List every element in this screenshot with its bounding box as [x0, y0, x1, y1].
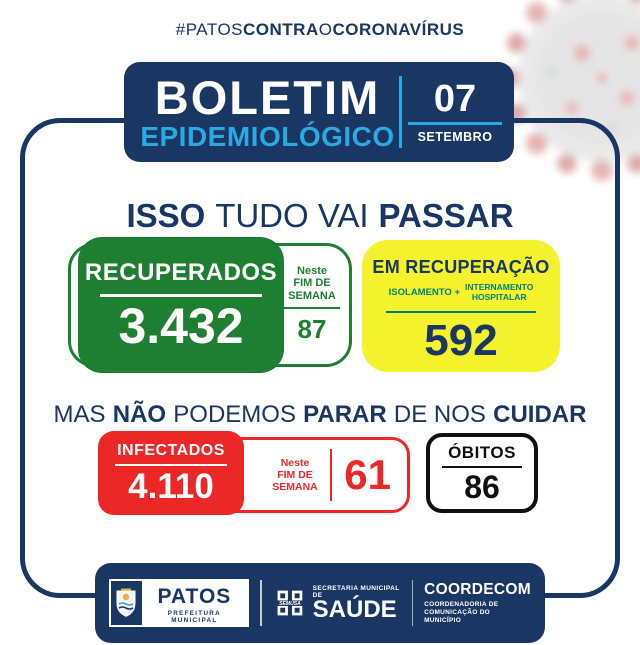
- deaths-total: 86: [464, 469, 500, 506]
- headline-word: MAS: [53, 401, 106, 428]
- weekend-label-line: Neste: [297, 264, 327, 277]
- patos-wordmark: PATOS PREFEITURA MUNICIPAL: [141, 581, 248, 625]
- weekend-label-line: Neste: [280, 456, 310, 469]
- coordecom-name: COORDECOM: [424, 580, 531, 598]
- recovered-weekend-value: 87: [297, 314, 327, 345]
- weekend-label-line: SEMANA: [272, 481, 318, 494]
- weekend-label-line: FIM DE: [277, 468, 313, 481]
- patos-crest-icon: [111, 581, 142, 625]
- coordecom-subtitle: COORDENADORIA DE COMUNICAÇÃO DO MUNICÍPI…: [424, 601, 531, 625]
- recovered-total: 3.432: [118, 297, 244, 354]
- footer-divider: [260, 580, 262, 626]
- hashtag-part: O: [318, 20, 333, 39]
- hashtag-part: #PATOS: [175, 20, 244, 39]
- hashtag-title: #PATOS CONTRA O CORONAVÍRUS: [0, 20, 640, 40]
- bulletin-title: BOLETIM EPIDEMIOLÓGICO: [138, 74, 397, 151]
- recovered-divider: [100, 294, 262, 297]
- infected-weekend-value: 61: [344, 451, 391, 498]
- weekend-divider: [329, 449, 333, 501]
- headline-middle: MAS NÃO PODEMOS PARAR DE NOS CUIDAR: [0, 401, 640, 429]
- recovered-label: RECUPERADOS: [84, 259, 278, 287]
- deaths-box: ÓBITOS 86: [426, 433, 538, 513]
- deaths-divider: [442, 465, 522, 469]
- headline-word: CUIDAR: [493, 401, 587, 428]
- infected-weekend: Neste FIM DE SEMANA: [272, 457, 318, 493]
- patos-subtitle: PREFEITURA MUNICIPAL: [167, 610, 221, 624]
- recovered-weekend: Neste FIM DE SEMANA 87: [277, 265, 347, 346]
- infected-total: 4.110: [128, 467, 214, 507]
- in-recovery-box: EM RECUPERAÇÃO ISOLAMENTO + INTERNAMENTO…: [362, 240, 560, 372]
- hashtag-part: CORONAVÍRUS: [332, 20, 465, 39]
- patos-name: PATOS: [157, 585, 232, 608]
- bulletin-title-line1: BOLETIM: [154, 70, 381, 124]
- saude-name: SAÚDE: [312, 595, 397, 623]
- weekend-divider: [284, 307, 340, 310]
- header-divider: [399, 76, 402, 148]
- hospital-label-line: INTERNAMENTO: [465, 282, 534, 292]
- hospital-label: INTERNAMENTO HOSPITALAR: [465, 282, 534, 303]
- bulletin-title-line2: EPIDEMIOLÓGICO: [140, 120, 395, 152]
- footer-divider: [411, 580, 414, 626]
- headline-word: DE NOS: [393, 401, 486, 428]
- infected-divider: [115, 463, 227, 467]
- patos-logo: PATOS PREFEITURA MUNICIPAL: [109, 579, 250, 627]
- hashtag-part: CONTRA: [243, 20, 319, 39]
- saude-wordmark: SECRETARIA MUNICIPAL DE SAÚDE: [313, 585, 401, 622]
- coordecom-subtitle-line: MUNICÍPIO: [424, 617, 462, 625]
- health-secretary-logo: SEMUSA SECRETARIA MUNICIPAL DE SAÚDE: [273, 584, 401, 622]
- saude-subtitle: SECRETARIA MUNICIPAL DE: [312, 584, 400, 599]
- weekend-label-line: FIM DE: [293, 277, 331, 290]
- bulletin-header: BOLETIM EPIDEMIOLÓGICO 07 SETEMBRO: [124, 62, 514, 162]
- headline-word: TUDO VAI: [215, 197, 369, 234]
- isolation-label: ISOLAMENTO +: [388, 287, 461, 299]
- recovered-box: RECUPERADOS 3.432: [78, 237, 284, 373]
- in-recovery-divider: [386, 310, 536, 313]
- deaths-label: ÓBITOS: [448, 442, 516, 462]
- headline-word: PASSAR: [378, 197, 514, 234]
- bulletin-date: 07 SETEMBRO: [404, 80, 506, 144]
- semusa-cross-icon: SEMUSA: [276, 590, 304, 616]
- coordecom-subtitle-line: COMUNICAÇÃO DO: [424, 608, 491, 616]
- date-month: SETEMBRO: [417, 130, 493, 144]
- coordecom-subtitle-line: COORDENADORIA DE: [424, 600, 499, 608]
- date-day: 07: [433, 78, 477, 120]
- headline-word: PARAR: [303, 401, 387, 428]
- in-recovery-subtitle: ISOLAMENTO + INTERNAMENTO HOSPITALAR: [388, 282, 534, 303]
- date-divider: [408, 122, 502, 125]
- svg-text:SEMUSA: SEMUSA: [279, 601, 301, 607]
- infected-label: INFECTADOS: [117, 441, 225, 459]
- headline-word: NÃO: [112, 401, 167, 428]
- in-recovery-total: 592: [424, 315, 498, 365]
- coordecom-logo: COORDECOM COORDENADORIA DE COMUNICAÇÃO D…: [424, 581, 531, 625]
- weekend-label-line: SEMANA: [288, 289, 336, 302]
- hospital-label-line: HOSPITALAR: [471, 291, 527, 302]
- headline-word: PODEMOS: [173, 401, 296, 428]
- in-recovery-title: EM RECUPERAÇÃO: [372, 257, 550, 277]
- footer-bar: PATOS PREFEITURA MUNICIPAL SEMUSA SECRET…: [95, 563, 545, 643]
- headline-top: ISSO TUDO VAI PASSAR: [0, 197, 640, 235]
- headline-word: ISSO: [126, 197, 206, 234]
- infected-box: INFECTADOS 4.110: [98, 431, 244, 515]
